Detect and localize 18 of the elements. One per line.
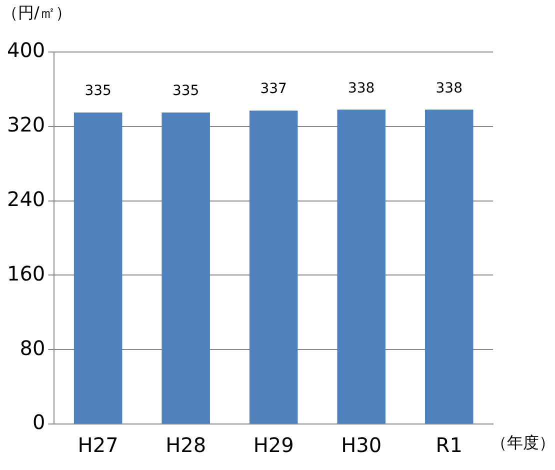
data-label: 338 bbox=[436, 80, 462, 96]
x-tick-label: H28 bbox=[166, 433, 206, 458]
x-tick-label: H27 bbox=[78, 433, 118, 458]
x-tick-label: R1 bbox=[436, 433, 462, 458]
y-tick-label: 80 bbox=[20, 336, 46, 360]
y-tick-label: 160 bbox=[6, 261, 46, 286]
x-axis-title: （年度） bbox=[491, 433, 555, 452]
data-label: 337 bbox=[260, 81, 287, 98]
y-tick-label: 0 bbox=[32, 410, 46, 434]
y-tick-label: 400 bbox=[6, 38, 46, 62]
x-tick-label: H30 bbox=[341, 433, 382, 458]
y-tick-label: 320 bbox=[6, 112, 46, 137]
y-axis-title: （円/㎡） bbox=[2, 3, 72, 22]
data-label: 338 bbox=[348, 80, 375, 96]
x-tick-label: H29 bbox=[253, 433, 294, 458]
data-label: 335 bbox=[172, 83, 200, 100]
data-label: 335 bbox=[84, 83, 112, 100]
y-tick-label: 240 bbox=[6, 187, 46, 212]
